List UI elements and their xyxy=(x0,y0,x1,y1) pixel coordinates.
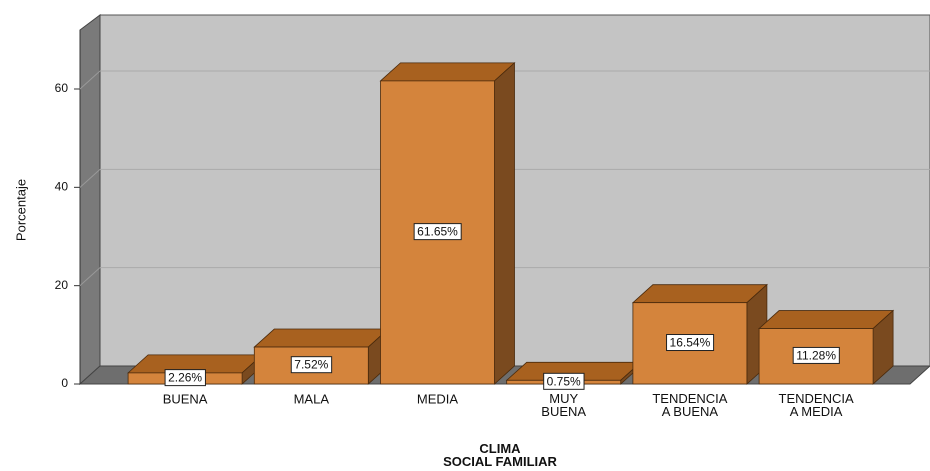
value-label-box xyxy=(666,334,715,352)
bar-top xyxy=(379,62,516,82)
value-label-box xyxy=(543,372,585,390)
x-tick-label: MALA xyxy=(294,391,330,406)
y-tick-label: 20 xyxy=(55,278,69,292)
side-wall xyxy=(79,14,101,386)
x-tick-label: TENDENCIA A BUENA xyxy=(652,391,727,419)
x-axis-title: CLIMA SOCIAL FAMILIAR xyxy=(443,441,557,469)
bar-top xyxy=(631,284,768,304)
value-label: 2.26% xyxy=(168,371,202,385)
value-label-box xyxy=(792,346,840,364)
grid-line xyxy=(79,168,101,188)
x-tick-label: MEDIA xyxy=(417,391,459,406)
value-label: 61.65% xyxy=(417,225,458,239)
bar-side xyxy=(494,61,515,385)
bar-top xyxy=(758,310,895,329)
value-label: 7.52% xyxy=(294,358,328,372)
value-label: 16.54% xyxy=(670,336,711,350)
x-tick-label: TENDENCIA A MEDIA xyxy=(779,391,854,419)
x-tick-label: BUENA xyxy=(163,391,208,406)
value-label-box xyxy=(290,356,333,374)
y-tick-label: 0 xyxy=(61,376,68,390)
y-axis-title: Porcentaje xyxy=(13,179,28,241)
grid-line xyxy=(79,70,101,90)
x-tick-label: MUY BUENA xyxy=(541,391,586,419)
y-tick-label: 40 xyxy=(55,180,69,194)
bar xyxy=(758,328,874,385)
value-label: 11.28% xyxy=(796,348,836,362)
grid-line xyxy=(79,267,101,287)
y-tick-label: 60 xyxy=(55,81,69,95)
bar-top xyxy=(253,328,390,348)
value-label-box xyxy=(164,369,206,387)
value-label: 0.75% xyxy=(547,374,581,388)
value-label-box xyxy=(413,223,462,241)
